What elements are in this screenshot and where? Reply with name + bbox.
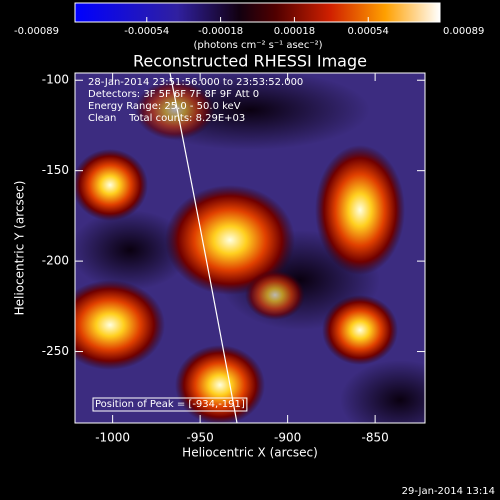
peak-box	[92, 397, 248, 412]
colorbar-tick-label: 0.00089	[443, 26, 484, 37]
x-tick-label: -900	[274, 431, 301, 445]
y-axis-label: Heliocentric Y (arcsec)	[13, 181, 27, 316]
peak-label: Position of Peak = [-934,-191]	[95, 399, 245, 410]
plot-frame	[74, 72, 426, 424]
x-axis-label: Heliocentric X (arcsec)	[182, 446, 318, 460]
x-tick-label: -1000	[95, 431, 130, 445]
x-tick-label: -950	[187, 431, 214, 445]
x-tick-label: -850	[362, 431, 389, 445]
colorbar-tick-label: -0.00018	[198, 26, 243, 37]
colorbar	[74, 2, 441, 23]
annotation: Clean Total counts: 8.29E+03	[88, 113, 245, 124]
y-tick-label: -150	[42, 163, 69, 177]
y-tick-label: -100	[42, 73, 69, 87]
annotation: Energy Range: 25.0 - 50.0 keV	[88, 101, 241, 112]
y-tick-label: -250	[42, 344, 69, 358]
annotation: 28-Jan-2014 23:51:56.000 to 23:53:52.000	[88, 77, 303, 88]
colorbar-label: (photons cm⁻² s⁻¹ asec⁻²)	[193, 40, 322, 51]
footer-date: 29-Jan-2014 13:14	[402, 486, 495, 497]
chart-title: Reconstructed RHESSI Image	[133, 52, 367, 71]
colorbar-tick-label: -0.00054	[124, 26, 169, 37]
colorbar-tick-label: -0.00089	[14, 26, 59, 37]
image	[75, 73, 425, 423]
y-tick-label: -200	[42, 254, 69, 268]
annotation: Detectors: 3F 5F 6F 7F 8F 9F Att 0	[88, 89, 259, 100]
colorbar-tick-label: 0.00054	[348, 26, 389, 37]
colorbar-tick-label: 0.00018	[274, 26, 315, 37]
